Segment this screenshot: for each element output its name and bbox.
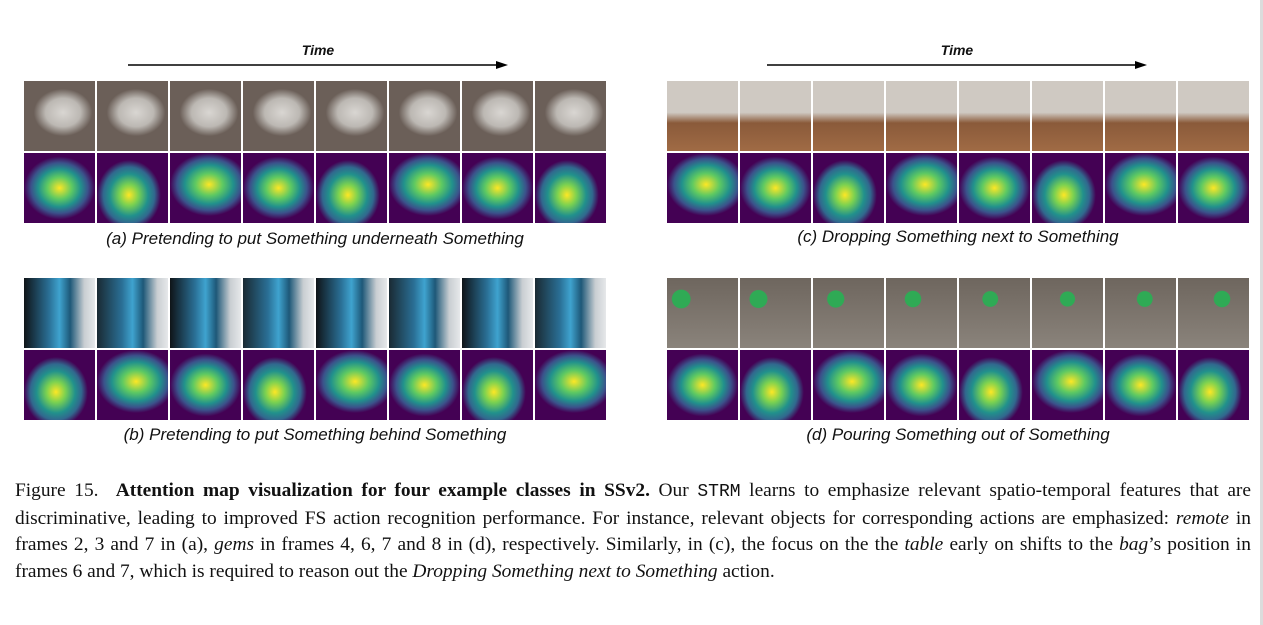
attention-map-frame bbox=[535, 153, 606, 223]
time-label: Time bbox=[940, 42, 974, 58]
attention-map-frame bbox=[243, 153, 314, 223]
attention-map-frame bbox=[1105, 350, 1176, 420]
attention-map-frame bbox=[1105, 153, 1176, 223]
attention-map-frame bbox=[97, 153, 168, 223]
video-frame bbox=[1032, 81, 1103, 151]
attention-map-frame bbox=[1178, 153, 1249, 223]
attention-map-frame bbox=[462, 350, 533, 420]
video-frame bbox=[886, 81, 957, 151]
attention-map-frame bbox=[959, 153, 1030, 223]
video-frame bbox=[740, 81, 811, 151]
attention-map-frame bbox=[959, 350, 1030, 420]
attention-map-frame bbox=[1032, 153, 1103, 223]
attention-map-frame bbox=[24, 153, 95, 223]
attention-map-frame bbox=[1032, 350, 1103, 420]
video-frame bbox=[1032, 278, 1103, 348]
panel-d-frames bbox=[667, 278, 1249, 420]
video-frame bbox=[1105, 278, 1176, 348]
video-frame bbox=[667, 81, 738, 151]
video-frame bbox=[886, 278, 957, 348]
video-frame bbox=[24, 278, 95, 348]
arrow-right-icon bbox=[767, 61, 1147, 69]
attention-map-frame bbox=[97, 350, 168, 420]
video-frame bbox=[389, 81, 460, 151]
video-frame bbox=[462, 81, 533, 151]
video-frame bbox=[959, 278, 1030, 348]
page-edge bbox=[1260, 0, 1263, 625]
video-frame bbox=[170, 278, 241, 348]
time-label: Time bbox=[301, 42, 335, 58]
attention-map-frame bbox=[813, 350, 884, 420]
video-frame bbox=[535, 81, 606, 151]
time-arrow-c: Time bbox=[767, 42, 1147, 72]
attention-map-frame bbox=[462, 153, 533, 223]
attention-map-frame bbox=[389, 350, 460, 420]
panel-b-frames bbox=[24, 278, 606, 420]
panel-b-caption: (b) Pretending to put Something behind S… bbox=[123, 425, 507, 444]
video-frame bbox=[959, 81, 1030, 151]
panel-a-frames bbox=[24, 81, 606, 223]
attention-map-frame bbox=[24, 350, 95, 420]
attention-map-frame bbox=[535, 350, 606, 420]
attention-map-frame bbox=[316, 153, 387, 223]
attention-map-frame bbox=[389, 153, 460, 223]
attention-map-frame bbox=[886, 153, 957, 223]
attention-map-frame bbox=[813, 153, 884, 223]
figure-caption-title: Attention map visualization for four exa… bbox=[115, 480, 650, 501]
attention-map-frame bbox=[667, 350, 738, 420]
attention-map-frame bbox=[243, 350, 314, 420]
video-frame bbox=[813, 81, 884, 151]
panel-c-frames bbox=[667, 81, 1249, 223]
video-frame bbox=[667, 278, 738, 348]
panel-a-caption: (a) Pretending to put Something undernea… bbox=[106, 229, 524, 248]
video-frame bbox=[462, 278, 533, 348]
attention-map-frame bbox=[170, 153, 241, 223]
video-frame bbox=[170, 81, 241, 151]
video-frame bbox=[97, 81, 168, 151]
attention-map-frame bbox=[1178, 350, 1249, 420]
video-frame bbox=[243, 278, 314, 348]
video-frame bbox=[97, 278, 168, 348]
arrow-right-icon bbox=[128, 61, 508, 69]
panel-d-caption: (d) Pouring Something out of Something bbox=[806, 425, 1110, 444]
video-frame bbox=[740, 278, 811, 348]
video-frame bbox=[1105, 81, 1176, 151]
attention-map-frame bbox=[316, 350, 387, 420]
attention-map-frame bbox=[886, 350, 957, 420]
video-frame bbox=[24, 81, 95, 151]
figure-caption: Figure 15. Attention map visualization f… bbox=[15, 480, 1251, 582]
panel-c-caption: (c) Dropping Something next to Something bbox=[797, 227, 1119, 246]
video-frame bbox=[1178, 81, 1249, 151]
video-frame bbox=[243, 81, 314, 151]
video-frame bbox=[813, 278, 884, 348]
attention-map-frame bbox=[667, 153, 738, 223]
attention-map-frame bbox=[170, 350, 241, 420]
video-frame bbox=[535, 278, 606, 348]
attention-map-frame bbox=[740, 350, 811, 420]
video-frame bbox=[1178, 278, 1249, 348]
attention-map-frame bbox=[740, 153, 811, 223]
model-name: STRM bbox=[697, 482, 741, 502]
video-frame bbox=[316, 278, 387, 348]
video-frame bbox=[389, 278, 460, 348]
video-frame bbox=[316, 81, 387, 151]
time-arrow-a: Time bbox=[128, 42, 508, 72]
